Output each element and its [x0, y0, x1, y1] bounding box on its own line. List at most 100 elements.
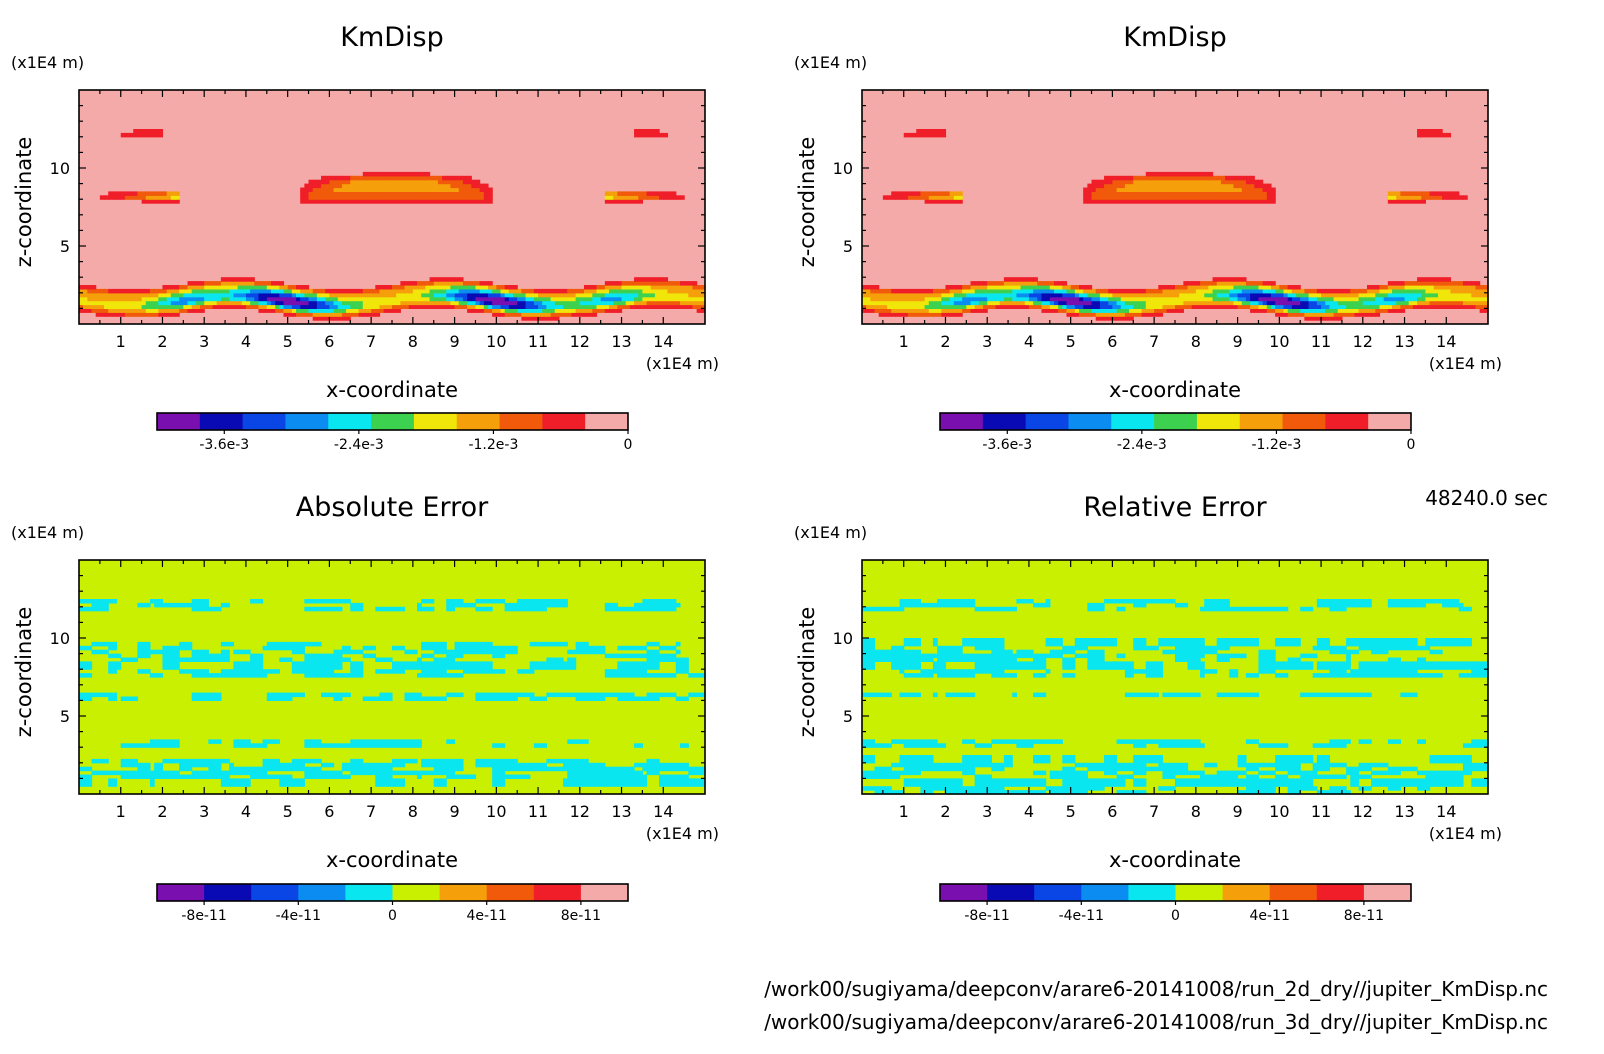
field-cell [458, 195, 464, 200]
field-cell [346, 762, 351, 768]
field-cell [241, 770, 247, 776]
field-cell [1003, 292, 1009, 298]
field-cell [1120, 179, 1126, 185]
field-cell [1091, 304, 1097, 309]
field-cell [300, 308, 305, 313]
field-cell [903, 308, 909, 313]
field-cell [496, 308, 502, 313]
field-cell [1454, 281, 1460, 286]
field-cell [1279, 304, 1285, 309]
field-cell [358, 191, 364, 196]
field-cell [1033, 281, 1038, 286]
field-cell [454, 665, 460, 670]
field-cell [1087, 183, 1093, 189]
field-cell [646, 770, 652, 776]
field-cell [542, 300, 548, 306]
field-cell [983, 304, 988, 309]
field-cell [237, 739, 243, 744]
field-cell [625, 606, 631, 612]
colorbar-swatch [456, 413, 501, 430]
field-cell [458, 199, 464, 204]
field-cell [99, 602, 105, 608]
field-cell [508, 758, 514, 764]
field-cell [337, 743, 343, 748]
field-cell [1421, 129, 1426, 134]
field-cell [316, 191, 322, 196]
field-cell [442, 195, 447, 200]
field-cell [1220, 195, 1226, 200]
field-cell [920, 292, 926, 298]
field-cell [1158, 300, 1164, 306]
field-cell [675, 778, 681, 783]
field-cell [316, 304, 322, 309]
field-cell [1254, 187, 1260, 192]
field-cell [145, 762, 151, 768]
field-cell [646, 129, 652, 134]
field-cell [1166, 304, 1172, 309]
field-cell [421, 669, 426, 674]
field-cell [1329, 300, 1335, 306]
field-cell [308, 641, 314, 647]
colorbar-tick-label: -2.4e-3 [1117, 437, 1167, 453]
field-cell [358, 183, 364, 189]
field-cell [617, 292, 623, 298]
field-cell [200, 300, 205, 306]
field-cell [254, 292, 260, 298]
field-cell [1270, 300, 1276, 306]
field-cell [675, 641, 681, 647]
field-cell [1262, 304, 1268, 309]
field-cell [116, 770, 122, 776]
field-cell [970, 308, 976, 313]
field-cell [1450, 304, 1456, 309]
x-tick-label: 3 [982, 332, 992, 351]
field-cell [957, 292, 963, 298]
field-cell [1425, 132, 1431, 138]
field-cell [1354, 292, 1360, 298]
field-cell [1266, 300, 1272, 306]
field-cell [533, 661, 539, 666]
field-cell [679, 696, 685, 701]
x-tick-label: 12 [1353, 332, 1373, 351]
field-cell [1262, 296, 1268, 302]
field-cell [321, 199, 326, 204]
field-cell [417, 199, 422, 204]
field-cell [966, 304, 972, 309]
field-cell [1437, 300, 1443, 306]
field-cell [454, 292, 460, 298]
field-cell [325, 669, 330, 674]
field-cell [462, 774, 468, 779]
field-cell [1195, 281, 1201, 286]
field-cell [396, 308, 401, 313]
field-cell [1245, 191, 1251, 196]
field-cell [195, 657, 201, 662]
field-cell [233, 669, 239, 674]
field-cell [496, 312, 502, 317]
field-cell [375, 308, 381, 313]
field-cell [162, 661, 168, 666]
colorbar-tick-label: 0 [624, 437, 633, 453]
field-cell [383, 739, 389, 744]
field-cell [1129, 292, 1134, 298]
field-cell [1429, 277, 1435, 282]
field-cell [458, 191, 464, 196]
field-cell [308, 758, 314, 764]
field-cell [375, 782, 381, 787]
field-cell [575, 312, 581, 317]
field-cell [158, 770, 164, 776]
field-cell [1058, 296, 1063, 302]
field-cell [891, 288, 896, 294]
field-cell [675, 296, 681, 302]
field-cell [945, 296, 951, 302]
field-cell [500, 288, 506, 294]
field-cell [492, 758, 497, 764]
field-cell [1037, 285, 1043, 290]
field-cell [241, 277, 247, 282]
field-cell [1162, 285, 1168, 290]
field-cell [1287, 288, 1293, 294]
colorbar-swatch [371, 413, 415, 430]
field-cell [1479, 288, 1485, 294]
field-cell [145, 129, 151, 134]
field-cell [220, 657, 226, 662]
field-cell [895, 308, 901, 313]
field-cell [621, 288, 627, 294]
